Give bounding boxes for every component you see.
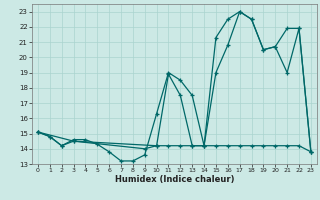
X-axis label: Humidex (Indice chaleur): Humidex (Indice chaleur) (115, 175, 234, 184)
